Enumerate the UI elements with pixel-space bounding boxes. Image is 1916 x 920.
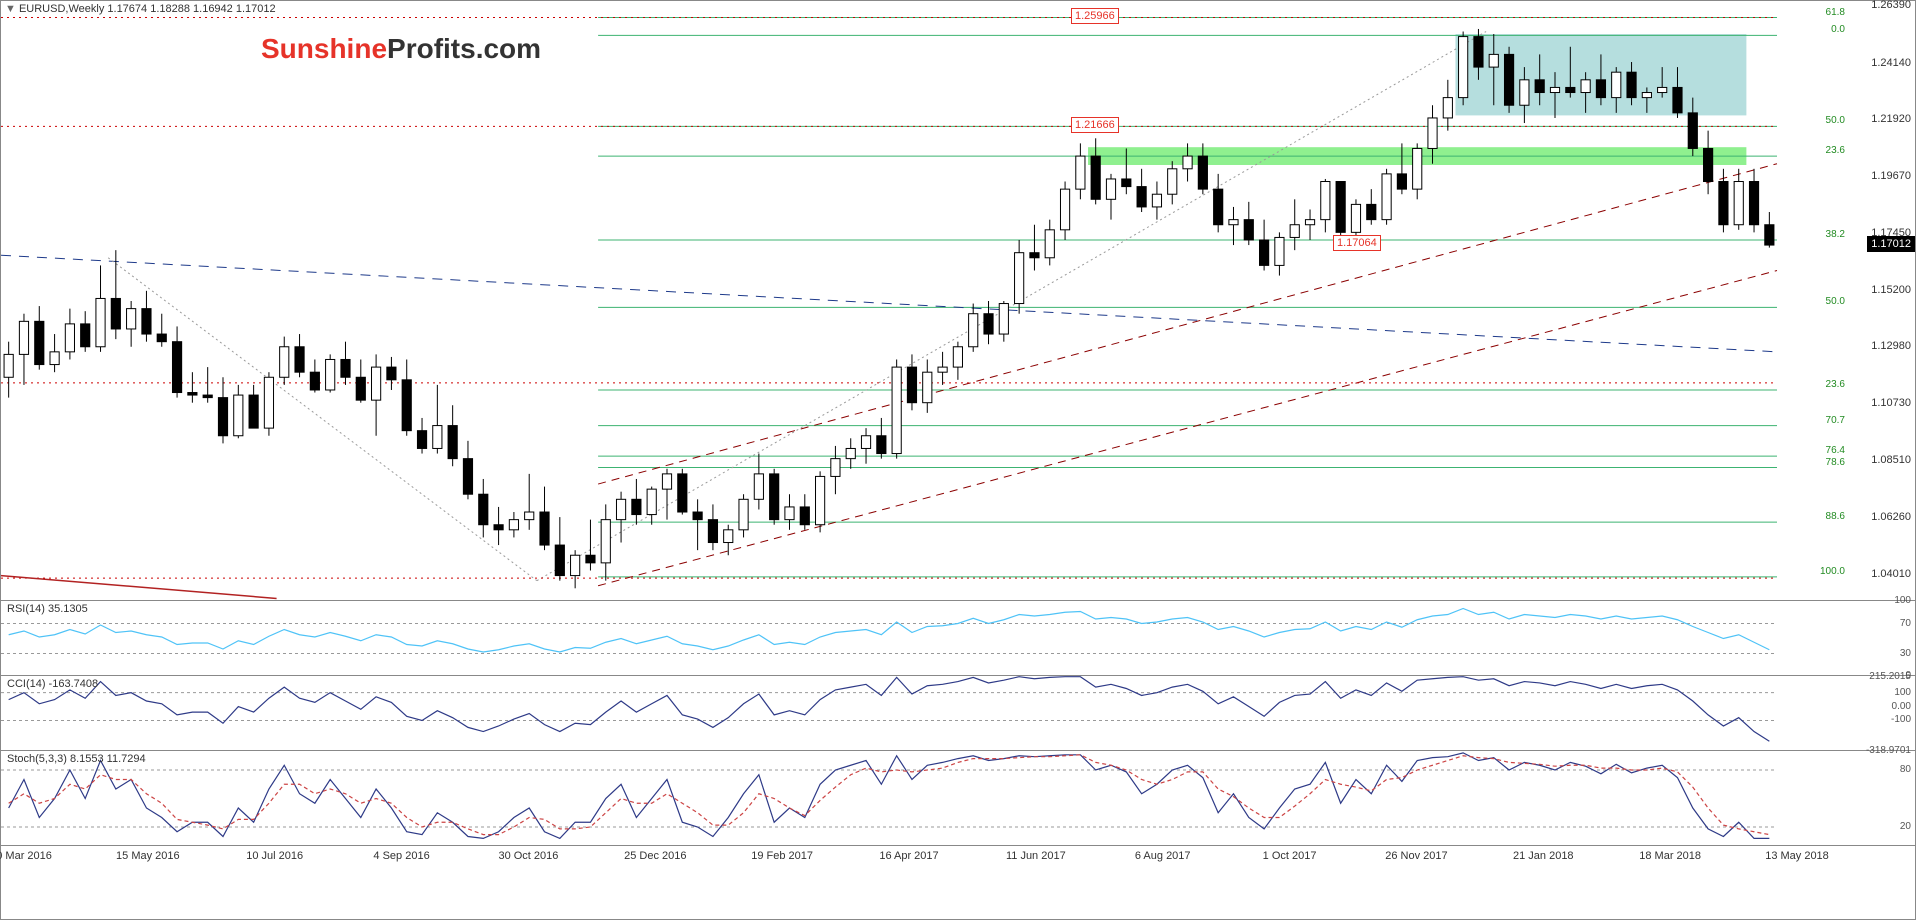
cci-panel[interactable]: CCI(14) -163.7408 215.20151000.00-100-31…: [1, 676, 1915, 751]
cci-tick: 215.2015: [1869, 671, 1911, 682]
main-chart-svg[interactable]: [1, 1, 1847, 601]
rsi-title: RSI(14) 35.1305: [7, 603, 88, 615]
yaxis-tick: 1.04010: [1871, 568, 1911, 580]
cci-tick: 0.00: [1892, 701, 1911, 712]
xaxis-tick: 18 Mar 2018: [1639, 850, 1701, 862]
fib-label: 23.6: [1826, 379, 1845, 390]
rsi-panel[interactable]: RSI(14) 35.1305 10070300: [1, 601, 1915, 676]
yaxis-tick: 1.12980: [1871, 340, 1911, 352]
cci-title: CCI(14) -163.7408: [7, 678, 98, 690]
xaxis-tick: 10 Jul 2016: [246, 850, 303, 862]
fib-label: 88.6: [1826, 511, 1845, 522]
fib-label: 0.0: [1831, 24, 1845, 35]
yaxis-tick: 1.21920: [1871, 113, 1911, 125]
xaxis-tick: 26 Nov 2017: [1385, 850, 1447, 862]
yaxis-tick: 1.08510: [1871, 454, 1911, 466]
fib-label: 100.0: [1820, 566, 1845, 577]
xaxis-tick: 1 Oct 2017: [1263, 850, 1317, 862]
yaxis-tick: 1.24140: [1871, 57, 1911, 69]
yaxis-tick: 1.06260: [1871, 511, 1911, 523]
rsi-tick: 30: [1900, 648, 1911, 659]
fib-label: 38.2: [1826, 229, 1845, 240]
watermark-b: Profits.com: [387, 33, 541, 64]
fib-label: 78.6: [1826, 457, 1845, 468]
xaxis-tick: 11 Jun 2017: [1006, 850, 1066, 862]
symbol-label: EURUSD,Weekly: [19, 3, 104, 15]
fib-label: 50.0: [1826, 296, 1845, 307]
xaxis-tick: 15 May 2016: [116, 850, 180, 862]
yaxis-tick: 1.19670: [1871, 170, 1911, 182]
fib-label: 23.6: [1826, 145, 1845, 156]
xaxis-tick: 20 Mar 2016: [0, 850, 52, 862]
stoch-svg: [1, 751, 1847, 846]
rsi-svg: [1, 601, 1847, 676]
cci-tick: 100: [1894, 687, 1911, 698]
rsi-tick: 100: [1894, 595, 1911, 606]
fib-label: 76.4: [1826, 445, 1845, 456]
price-box: 1.25966: [1071, 8, 1119, 24]
price-box: 1.17064: [1333, 235, 1381, 251]
main-price-chart[interactable]: ▼ EURUSD,Weekly 1.17674 1.18288 1.16942 …: [1, 1, 1915, 601]
stoch-tick: 80: [1900, 764, 1911, 775]
stoch-panel[interactable]: Stoch(5,3,3) 8.1553 11.7294 80 20: [1, 751, 1915, 846]
stoch-title: Stoch(5,3,3) 8.1553 11.7294: [7, 753, 146, 765]
fib-label: 50.0: [1826, 115, 1845, 126]
chart-title: ▼ EURUSD,Weekly 1.17674 1.18288 1.16942 …: [5, 3, 276, 15]
ohlc-label: 1.17674 1.18288 1.16942 1.17012: [107, 3, 275, 15]
watermark: SunshineProfits.com: [261, 33, 541, 65]
yaxis-tick: 1.15200: [1871, 284, 1911, 296]
yaxis-tick: 1.10730: [1871, 397, 1911, 409]
xaxis-tick: 25 Dec 2016: [624, 850, 686, 862]
xaxis-tick: 13 May 2018: [1765, 850, 1829, 862]
stoch-tick: 20: [1900, 821, 1911, 832]
xaxis-tick: 6 Aug 2017: [1135, 850, 1191, 862]
yaxis-tick: 1.26390: [1871, 0, 1911, 11]
rsi-tick: 70: [1900, 618, 1911, 629]
chart-container: ▼ EURUSD,Weekly 1.17674 1.18288 1.16942 …: [0, 0, 1916, 920]
cci-tick: -100: [1891, 714, 1911, 725]
watermark-a: Sunshine: [261, 33, 387, 64]
xaxis-tick: 30 Oct 2016: [498, 850, 558, 862]
current-price-tag: 1.17012: [1867, 236, 1915, 252]
x-axis: 20 Mar 2016 15 May 2016 10 Jul 2016 4 Sep 2…: [1, 846, 1915, 871]
fib-label: 70.7: [1826, 415, 1845, 426]
cci-svg: [1, 676, 1847, 751]
xaxis-tick: 19 Feb 2017: [751, 850, 813, 862]
price-box: 1.21666: [1071, 117, 1119, 133]
xaxis-tick: 21 Jan 2018: [1513, 850, 1574, 862]
dropdown-icon[interactable]: ▼: [5, 3, 16, 15]
xaxis-tick: 16 Apr 2017: [879, 850, 938, 862]
xaxis-tick: 4 Sep 2016: [373, 850, 429, 862]
fib-label: 61.8: [1826, 7, 1845, 18]
